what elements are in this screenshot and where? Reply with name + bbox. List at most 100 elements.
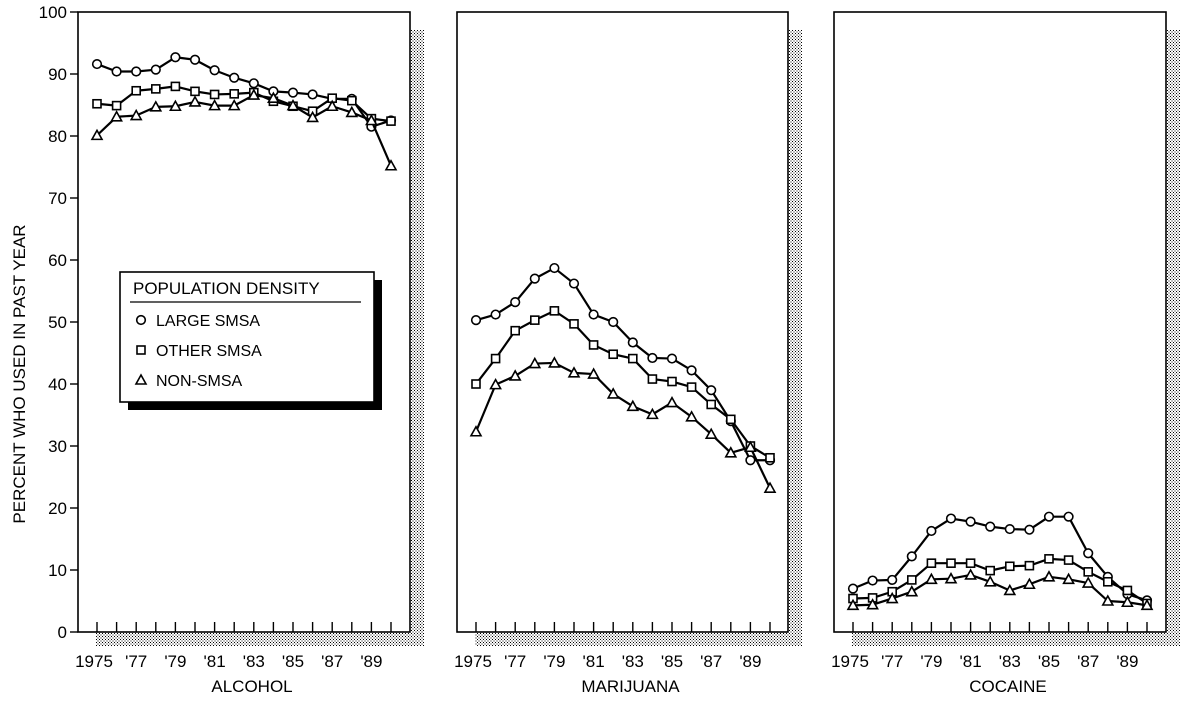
x-axis-title: MARIJUANA — [581, 677, 680, 696]
y-axis-title: PERCENT WHO USED IN PAST YEAR — [10, 224, 29, 523]
data-point — [91, 58, 103, 70]
data-point — [111, 100, 122, 111]
series-line — [474, 361, 771, 489]
x-tick-label: '77 — [125, 652, 147, 671]
x-tick-label: '83 — [622, 652, 644, 671]
x-tick-label: '89 — [360, 652, 382, 671]
data-point — [646, 407, 659, 420]
data-point — [926, 558, 937, 568]
x-tick-label: '81 — [583, 652, 605, 671]
data-point — [149, 100, 163, 112]
panel-cocaine: 1975 '77 '79 '81 '83 '85 '87 '89 COCAINE — [831, 11, 1167, 696]
data-point — [384, 159, 398, 171]
series-large-smsa — [847, 511, 1153, 606]
data-point — [867, 575, 878, 586]
data-point — [626, 399, 640, 412]
data-point — [306, 110, 319, 123]
data-point — [247, 88, 261, 100]
data-point — [704, 427, 718, 440]
data-point — [568, 278, 580, 289]
y-tick-label: 60 — [48, 251, 67, 270]
series-non-smsa — [90, 88, 398, 171]
data-point — [944, 572, 958, 584]
data-point — [490, 353, 501, 364]
data-point — [587, 367, 600, 379]
data-point — [866, 598, 879, 610]
data-point — [131, 66, 142, 77]
data-point — [248, 78, 259, 89]
y-axis: 0 10 20 30 40 50 60 70 80 90 100 — [39, 3, 78, 642]
panel-frame — [456, 11, 789, 633]
legend-label: OTHER SMSA — [156, 343, 262, 360]
x-tick-label: 1975 — [75, 652, 113, 671]
data-point — [548, 356, 561, 368]
data-point — [627, 353, 638, 364]
data-point — [229, 72, 240, 83]
data-point — [111, 66, 122, 77]
x-tick-label: 1975 — [831, 652, 869, 671]
data-point — [508, 369, 522, 381]
legend-label: LARGE SMSA — [156, 313, 260, 330]
data-point — [627, 337, 638, 348]
data-point — [307, 89, 318, 100]
data-point — [286, 98, 300, 111]
data-point — [1023, 577, 1036, 590]
data-point — [1003, 583, 1017, 596]
data-point — [965, 516, 976, 527]
data-point — [945, 513, 957, 524]
panel-shadow-bottom — [852, 632, 1180, 646]
legend-label: NON-SMSA — [156, 373, 243, 390]
series-line — [96, 93, 393, 167]
x-tick-label: '81 — [960, 652, 982, 671]
data-point — [925, 572, 938, 585]
y-tick-label: 10 — [48, 561, 67, 580]
series-line — [96, 85, 392, 123]
data-point — [1004, 523, 1015, 535]
y-tick-label: 80 — [48, 127, 67, 146]
series-non-smsa — [469, 356, 777, 493]
data-point — [170, 52, 181, 63]
data-point — [110, 110, 123, 122]
legend-marker-circle — [135, 314, 147, 326]
data-point — [906, 575, 917, 585]
x-tick-label: '87 — [1077, 652, 1099, 671]
data-point — [528, 356, 542, 369]
data-point — [1140, 598, 1154, 611]
data-point — [471, 379, 481, 389]
x-tick-label: '85 — [282, 652, 304, 671]
y-tick-label: 100 — [39, 3, 67, 22]
x-tick-label: '89 — [739, 652, 761, 671]
data-point — [1004, 561, 1015, 572]
data-point — [946, 558, 956, 568]
data-point — [983, 575, 997, 587]
data-point — [346, 95, 357, 106]
panel-shadow-right — [1166, 30, 1180, 646]
data-point — [1081, 576, 1095, 588]
data-point — [763, 481, 777, 493]
data-point — [169, 99, 182, 112]
data-point — [744, 440, 757, 453]
data-point — [588, 309, 599, 320]
data-point — [1083, 548, 1094, 559]
data-point — [926, 525, 937, 537]
panel-shadow-bottom — [475, 632, 802, 646]
x-tick-label: 1975 — [454, 652, 492, 671]
data-point — [190, 86, 200, 97]
panel-shadow-right — [410, 30, 424, 646]
legend-title: POPULATION DENSITY — [133, 279, 320, 298]
panel-shadow-bottom — [96, 632, 424, 646]
data-point — [510, 325, 521, 336]
data-point — [706, 385, 717, 396]
panel-frame — [833, 11, 1167, 633]
data-point — [267, 91, 280, 103]
series-line — [475, 309, 771, 459]
data-point — [189, 54, 201, 65]
x-axis-title: ALCOHOL — [211, 677, 292, 696]
data-point — [129, 108, 143, 121]
y-tick-label: 50 — [48, 313, 67, 332]
x-tick-label: '81 — [204, 652, 226, 671]
y-tick-label: 0 — [58, 623, 67, 642]
data-point — [964, 568, 977, 580]
x-tick-label: '89 — [1116, 652, 1138, 671]
